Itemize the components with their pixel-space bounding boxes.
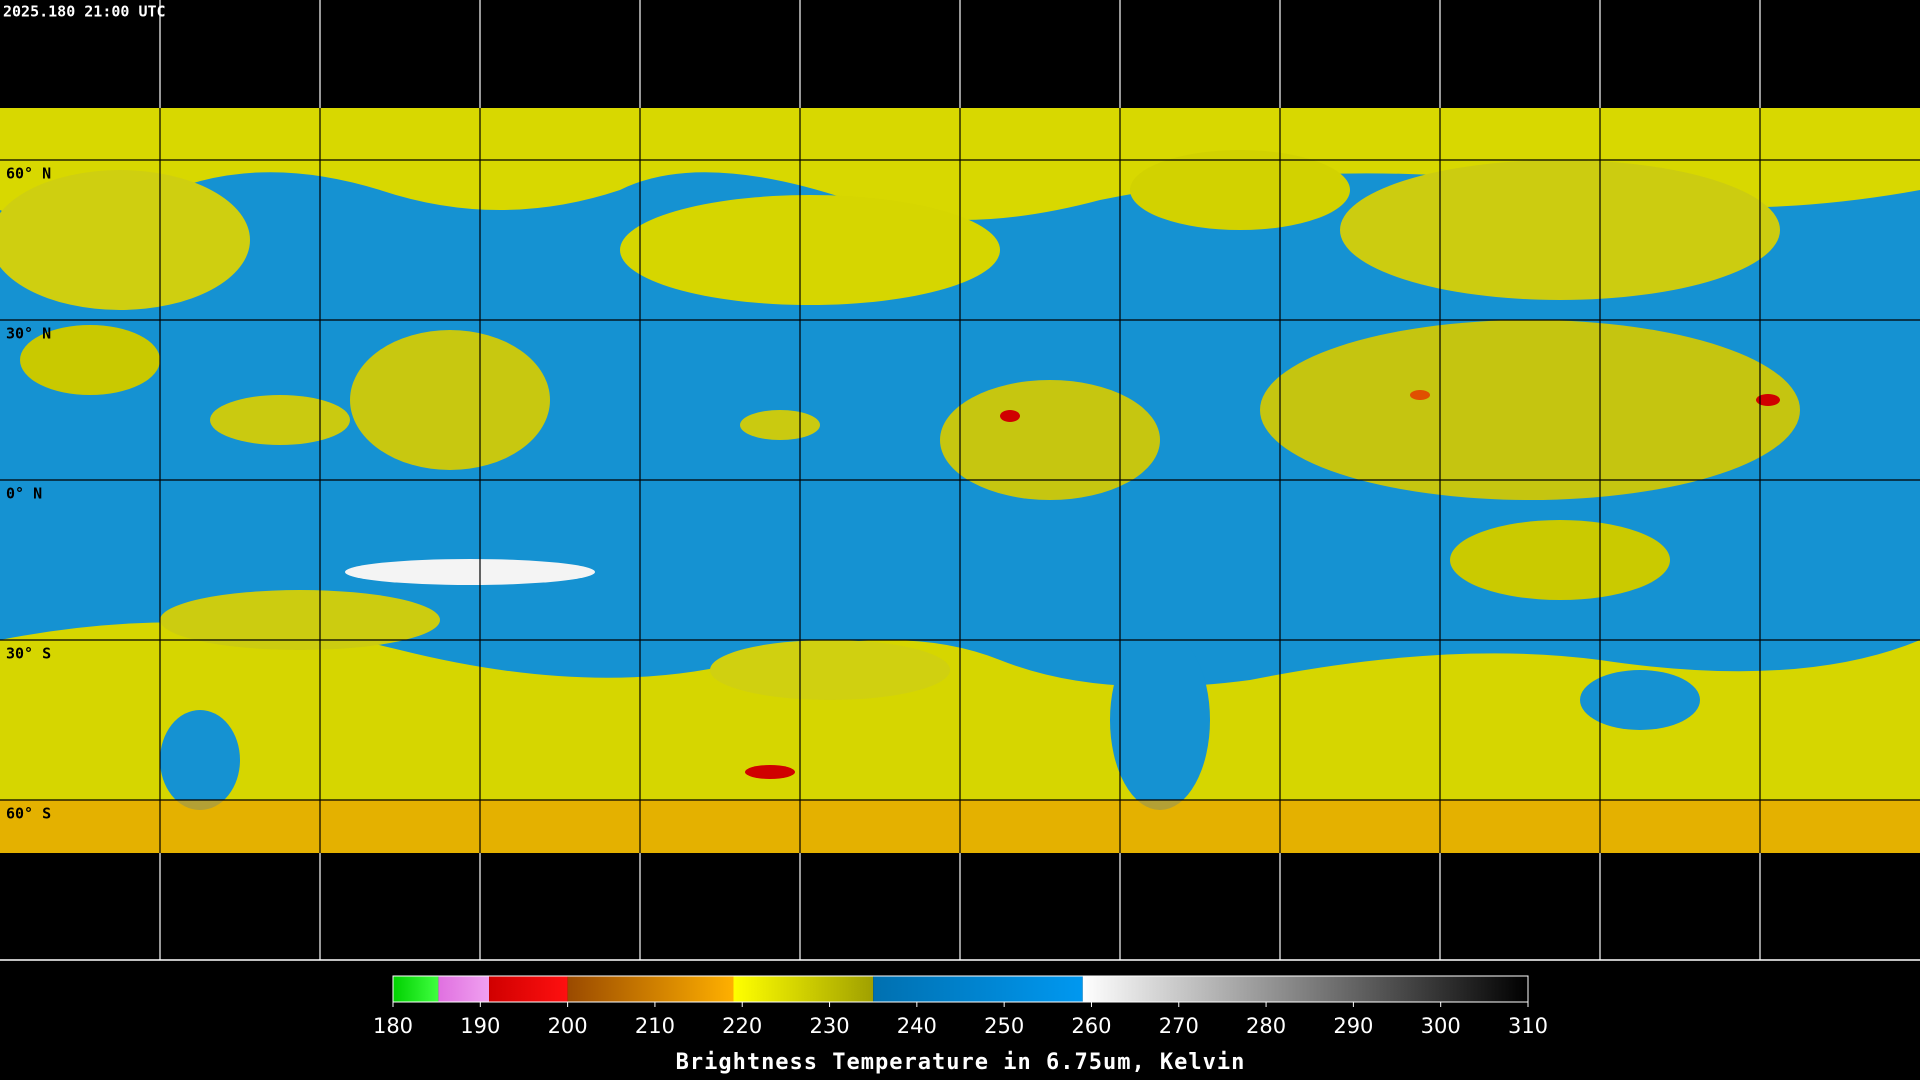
cloud	[1450, 520, 1670, 600]
dry-patch	[345, 559, 595, 585]
clear-gap	[160, 710, 240, 810]
colorbar-tick-label: 270	[1159, 1014, 1199, 1038]
latitude-label: 60° N	[6, 165, 51, 183]
cloud	[620, 195, 1000, 305]
colorbar-tick-label: 290	[1333, 1014, 1373, 1038]
graticule: 60° N 30° N 0° N 30° S 60° S	[0, 0, 1920, 961]
colorbar-tick-label: 260	[1071, 1014, 1111, 1038]
colorbar-tick-label: 210	[635, 1014, 675, 1038]
colorbar-segment	[873, 976, 1083, 1002]
cloud	[1260, 320, 1800, 500]
colorbar-segment	[567, 976, 734, 1002]
timestamp: 2025.180 21:00 UTC	[3, 3, 166, 21]
colorbar-segment	[489, 976, 568, 1002]
cold-top	[745, 765, 795, 779]
colorbar-tick-label: 220	[722, 1014, 762, 1038]
colorbar-tick-label: 250	[984, 1014, 1024, 1038]
latitude-label: 30° S	[6, 645, 51, 663]
colorbar-tick-label: 300	[1421, 1014, 1461, 1038]
latitude-label: 60° S	[6, 805, 51, 823]
cold-top	[1756, 394, 1780, 406]
colorbar-tick-label: 310	[1508, 1014, 1548, 1038]
colorbar-tick-label: 240	[897, 1014, 937, 1038]
colorbar-tick-label: 280	[1246, 1014, 1286, 1038]
colorbar-segment	[1082, 976, 1528, 1002]
colorbar-frame	[392, 975, 1529, 1003]
cloud	[210, 395, 350, 445]
colorbar-tick-label: 200	[548, 1014, 588, 1038]
cloud	[740, 410, 820, 440]
cloud	[710, 640, 950, 700]
cold-top	[1000, 410, 1020, 422]
latitude-label: 0° N	[6, 485, 42, 503]
cloud	[160, 590, 440, 650]
colorbar-title: Brightness Temperature in 6.75um, Kelvin	[676, 1050, 1246, 1075]
colorbar: 180 190 200 210 220 230 240 250 260 270 280 290 300 3…	[373, 975, 1548, 1075]
cloud	[350, 330, 550, 470]
cloud	[1340, 160, 1780, 300]
clear-gap	[1110, 630, 1210, 810]
colorbar-segment	[393, 976, 439, 1002]
colorbar-tick-label: 230	[809, 1014, 849, 1038]
colorbar-tick-label: 180	[373, 1014, 413, 1038]
colorbar-tick-label: 190	[460, 1014, 500, 1038]
colorbar-segment	[733, 976, 874, 1002]
cloud	[1130, 150, 1350, 230]
colorbar-segment	[438, 976, 490, 1002]
cloud	[0, 170, 250, 310]
cold-top	[1410, 390, 1430, 400]
cloud	[20, 325, 160, 395]
clear-gap	[1580, 670, 1700, 730]
cloud	[940, 380, 1160, 500]
latitude-label: 30° N	[6, 325, 51, 343]
